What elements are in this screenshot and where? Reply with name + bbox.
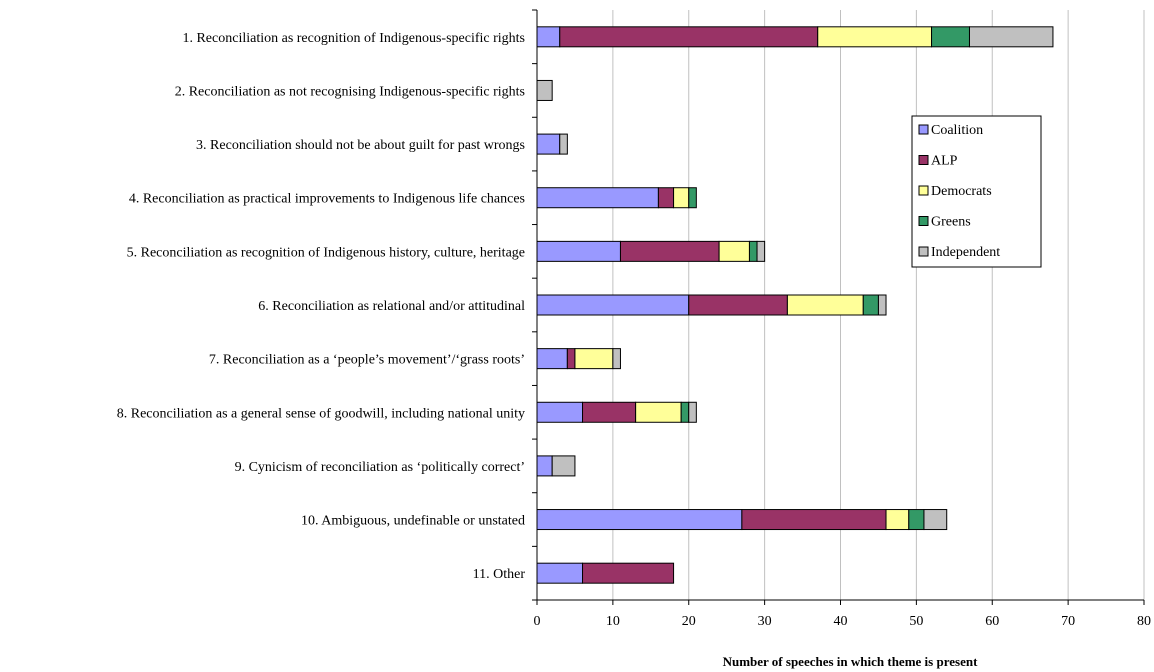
bar-segment-coalition bbox=[536, 562, 584, 584]
legend: Coalition ALP Democrats Greens Independent bbox=[911, 115, 1042, 268]
bars bbox=[536, 26, 1054, 584]
bar-segment-greens bbox=[862, 294, 879, 316]
legend-swatch-alp bbox=[918, 155, 929, 165]
bar-segment-democrats bbox=[635, 401, 682, 423]
axes bbox=[532, 9, 1145, 605]
bar-segment-alp bbox=[582, 562, 675, 584]
x-tick-label: 40 bbox=[834, 614, 848, 629]
bar-segment-coalition bbox=[536, 133, 561, 155]
bar-segment-coalition bbox=[536, 26, 561, 48]
legend-box bbox=[911, 115, 1042, 268]
bar-segment-democrats bbox=[885, 509, 910, 531]
bar-segment-coalition bbox=[536, 348, 568, 370]
x-tick-label: 30 bbox=[758, 614, 772, 629]
bar-segment-independent bbox=[612, 348, 621, 370]
bar-segment-greens bbox=[680, 401, 690, 423]
bar-segment-independent bbox=[968, 26, 1054, 48]
bar-segment-independent bbox=[551, 455, 576, 477]
x-tick-label: 10 bbox=[606, 614, 620, 629]
legend-label-greens: Greens bbox=[931, 215, 971, 230]
x-tick-label: 0 bbox=[534, 614, 541, 629]
x-tick-label: 50 bbox=[909, 614, 923, 629]
legend-label-independent: Independent bbox=[931, 245, 1000, 260]
legend-swatch-democrats bbox=[918, 185, 929, 196]
category-label: 6. Reconciliation as relational and/or a… bbox=[258, 299, 525, 314]
bar-segment-independent bbox=[559, 133, 568, 155]
bar-segment-alp bbox=[688, 294, 788, 316]
bar-segment-independent bbox=[923, 509, 948, 531]
x-tick-label: 60 bbox=[985, 614, 999, 629]
x-tick-label: 70 bbox=[1061, 614, 1075, 629]
category-label: 3. Reconciliation should not be about gu… bbox=[196, 138, 525, 153]
bar-segment-democrats bbox=[817, 26, 933, 48]
bar-segment-independent bbox=[756, 240, 766, 262]
bar-segment-democrats bbox=[718, 240, 750, 262]
legend-label-coalition: Coalition bbox=[931, 123, 983, 138]
bar-segment-alp bbox=[619, 240, 720, 262]
bar-segment-greens bbox=[748, 240, 758, 262]
bar-segment-alp bbox=[657, 187, 675, 209]
bar-segment-alp bbox=[559, 26, 819, 48]
bar-segment-independent bbox=[877, 294, 887, 316]
category-label: 1. Reconciliation as recognition of Indi… bbox=[182, 31, 525, 46]
bar-segment-coalition bbox=[536, 294, 690, 316]
bar-segment-greens bbox=[688, 187, 697, 209]
x-tick-labels: 0 10 20 30 40 50 60 70 80 bbox=[534, 614, 1152, 629]
bar-segment-greens bbox=[908, 509, 925, 531]
x-tick-label: 20 bbox=[682, 614, 696, 629]
legend-swatch-independent bbox=[918, 246, 929, 257]
category-label: 4. Reconciliation as practical improveme… bbox=[129, 192, 525, 207]
category-label: 11. Other bbox=[473, 567, 526, 582]
bar-segment-alp bbox=[582, 401, 637, 423]
legend-label-alp: ALP bbox=[931, 154, 958, 169]
bar-segment-independent bbox=[536, 79, 553, 101]
legend-swatch-greens bbox=[918, 216, 929, 226]
bar-segment-greens bbox=[931, 26, 970, 48]
x-tick-label: 80 bbox=[1137, 614, 1151, 629]
bar-segment-coalition bbox=[536, 240, 621, 262]
bar-segment-independent bbox=[688, 401, 697, 423]
category-label: 10. Ambiguous, undefinable or unstated bbox=[301, 514, 525, 529]
bar-segment-coalition bbox=[536, 401, 584, 423]
bar-segment-alp bbox=[566, 348, 576, 370]
x-axis-title: Number of speeches in which theme is pre… bbox=[723, 654, 978, 669]
bar-segment-alp bbox=[741, 509, 887, 531]
bar-segment-coalition bbox=[536, 455, 553, 477]
bar-segment-democrats bbox=[574, 348, 614, 370]
category-label: 9. Cynicism of reconciliation as ‘politi… bbox=[235, 460, 525, 475]
bar-segment-coalition bbox=[536, 509, 743, 531]
bar-segment-democrats bbox=[673, 187, 690, 209]
legend-swatch-coalition bbox=[918, 124, 929, 135]
bar-segment-democrats bbox=[786, 294, 864, 316]
category-label: 5. Reconciliation as recognition of Indi… bbox=[127, 245, 525, 260]
category-label: 8. Reconciliation as a general sense of … bbox=[117, 406, 525, 421]
category-label: 2. Reconciliation as not recognising Ind… bbox=[175, 84, 525, 99]
category-labels: 1. Reconciliation as recognition of Indi… bbox=[117, 31, 526, 582]
category-label: 7. Reconciliation as a ‘people’s movemen… bbox=[209, 353, 525, 368]
bar-segment-coalition bbox=[536, 187, 659, 209]
legend-label-democrats: Democrats bbox=[931, 184, 992, 199]
